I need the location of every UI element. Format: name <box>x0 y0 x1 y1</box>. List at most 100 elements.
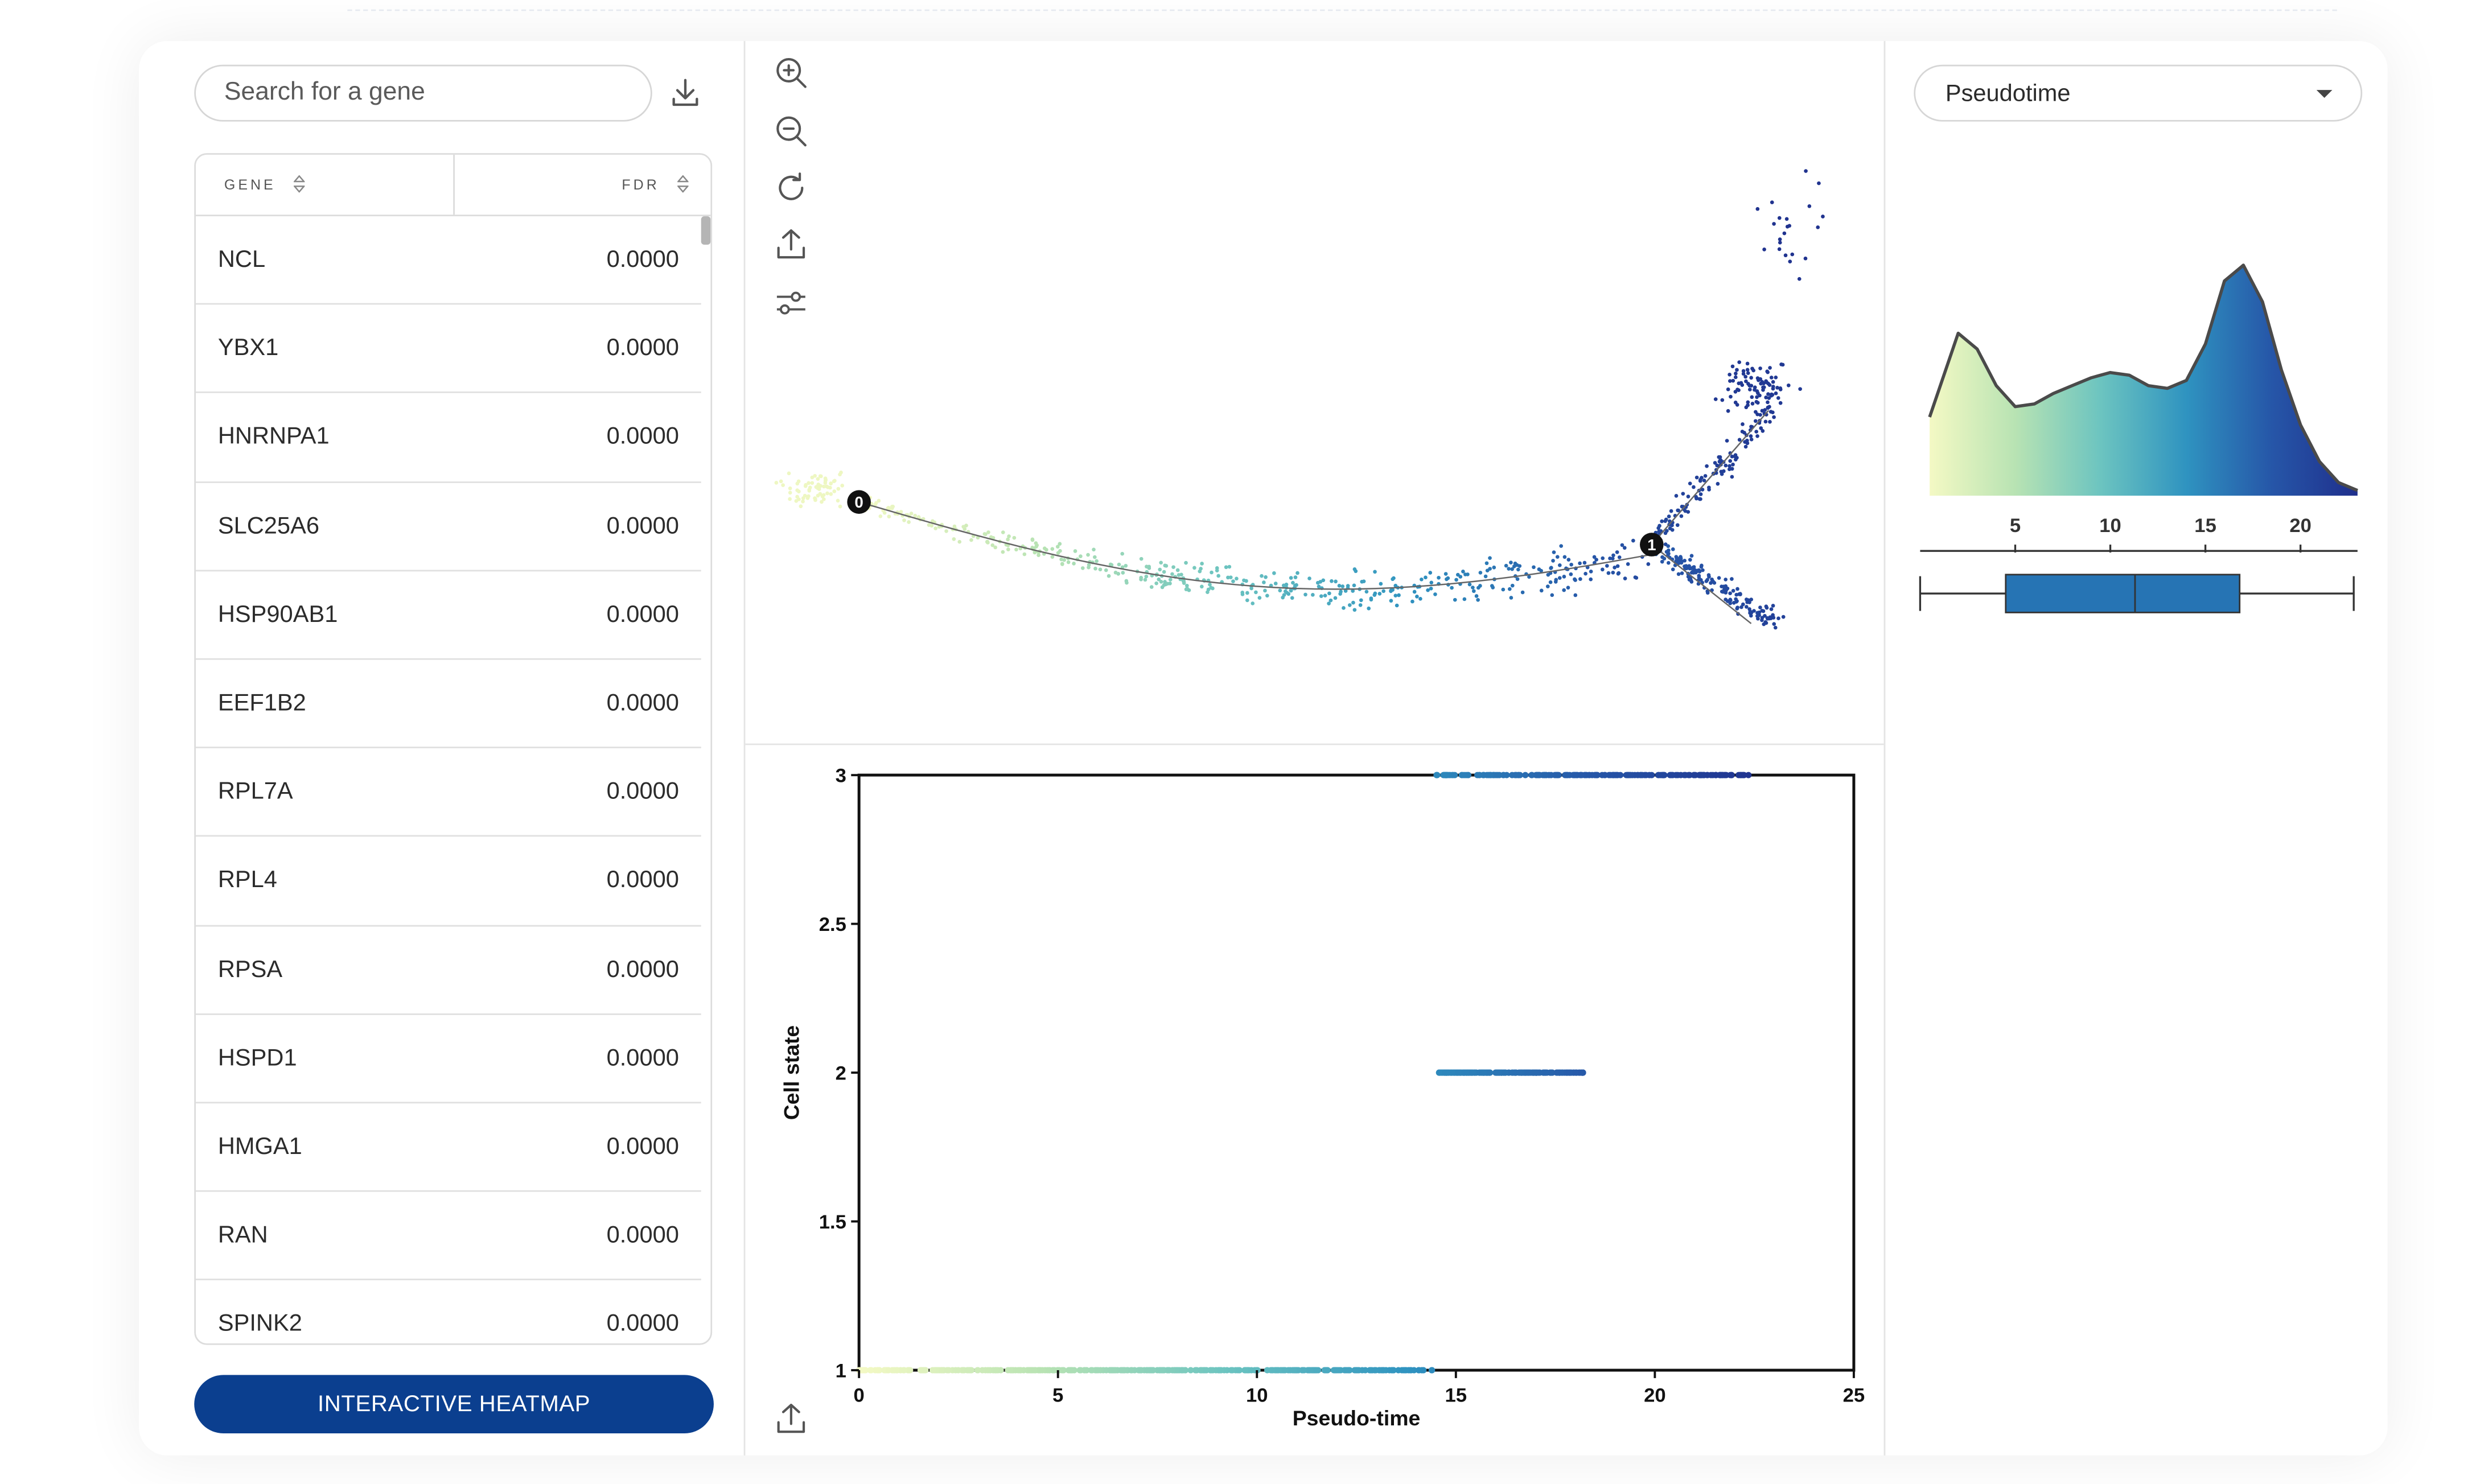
cell-point <box>1735 368 1739 372</box>
state-point <box>1050 1367 1057 1374</box>
cell-point <box>1778 388 1783 391</box>
state-point <box>1372 1367 1379 1374</box>
cell-point <box>1733 375 1738 380</box>
cell-point <box>779 479 783 484</box>
cell-point <box>1573 577 1577 582</box>
table-row[interactable]: SLC25A6 0.0000 <box>196 483 701 571</box>
cell-point <box>984 532 988 537</box>
table-row[interactable]: HSP90AB1 0.0000 <box>196 571 701 660</box>
download-icon[interactable] <box>668 76 702 110</box>
table-row[interactable]: HNRNPA1 0.0000 <box>196 394 701 483</box>
cell-point <box>840 484 845 488</box>
state-point <box>1573 1069 1580 1076</box>
cell-point <box>1737 438 1742 442</box>
cell-point <box>1012 535 1017 540</box>
cell-point <box>1351 589 1355 593</box>
table-row[interactable]: RPL4 0.0000 <box>196 837 701 926</box>
trajectory-plot[interactable]: 01 <box>747 142 1883 742</box>
interactive-heatmap-button[interactable]: INTERACTIVE HEATMAP <box>194 1375 714 1433</box>
table-row[interactable]: EEF1B2 0.0000 <box>196 659 701 749</box>
color-by-select[interactable]: Pseudotime <box>1914 64 2363 122</box>
pseudotime-density-plot[interactable]: 5 10 15 20 <box>1911 253 2369 616</box>
cell-point <box>1674 555 1679 559</box>
cell-point <box>1030 537 1035 542</box>
cell-point <box>1107 574 1111 578</box>
scrollbar-thumb[interactable] <box>701 216 711 245</box>
cell-point <box>774 481 779 485</box>
settings-sliders-icon[interactable] <box>772 284 811 322</box>
table-row[interactable]: RPL7A 0.0000 <box>196 748 701 838</box>
state-point <box>1380 1367 1387 1374</box>
zoom-in-icon[interactable] <box>772 53 811 92</box>
state-point <box>1697 772 1704 778</box>
cell-point <box>1471 586 1475 590</box>
trajectory-cells <box>774 169 1825 630</box>
cell-point <box>1278 588 1282 593</box>
cell-point <box>801 499 805 504</box>
export-icon[interactable] <box>772 226 811 264</box>
state-point <box>1095 1367 1101 1374</box>
cell-point <box>1037 553 1040 557</box>
cell-point <box>1728 467 1731 472</box>
cell-point <box>1782 231 1787 236</box>
cell-point <box>1741 602 1745 607</box>
cell-point <box>1117 562 1121 567</box>
zoom-out-icon[interactable] <box>772 112 811 150</box>
cell-point <box>1290 596 1294 600</box>
cell-state-scatter-plot[interactable]: 0 5 10 15 20 25 1 1.5 2 2.5 3 Pseudo-time Cell state <box>774 755 1879 1449</box>
cell-point <box>803 484 808 488</box>
cell-point <box>1755 611 1759 615</box>
state-point <box>1480 1069 1487 1076</box>
state-point <box>944 1367 951 1374</box>
state-point <box>1289 1367 1296 1374</box>
cell-point <box>1756 391 1760 395</box>
cell-point <box>1615 550 1619 554</box>
cell-point <box>1694 496 1699 500</box>
state-point <box>900 1367 907 1374</box>
table-row[interactable]: YBX1 0.0000 <box>196 305 701 394</box>
table-row[interactable]: NCL 0.0000 <box>196 216 701 305</box>
cell-point <box>990 543 995 547</box>
reset-icon[interactable] <box>772 169 811 207</box>
state-point <box>1166 1367 1173 1374</box>
cell-point <box>1741 422 1745 426</box>
cell-point <box>1716 481 1720 486</box>
table-row[interactable]: HMGA1 0.0000 <box>196 1103 701 1192</box>
cell-point <box>1728 597 1733 602</box>
sort-icon[interactable] <box>294 175 305 193</box>
export-scatter-icon[interactable] <box>772 1400 811 1438</box>
cell-point <box>1755 207 1760 211</box>
cell-point <box>1766 406 1770 410</box>
fdr-column-header[interactable]: FDR <box>622 155 689 215</box>
table-row[interactable]: RAN 0.0000 <box>196 1192 701 1281</box>
cell-point <box>1755 434 1759 438</box>
cell-point <box>1245 591 1249 595</box>
state-point <box>1547 1069 1554 1076</box>
cell-point <box>1761 429 1765 433</box>
cell-point <box>878 514 883 518</box>
gene-name-cell: SLC25A6 <box>217 512 319 539</box>
table-row[interactable]: RPSA 0.0000 <box>196 926 701 1015</box>
table-scrollbar[interactable] <box>701 216 711 1343</box>
table-row[interactable]: HSPD1 0.0000 <box>196 1015 701 1103</box>
cell-point <box>1059 557 1063 562</box>
sort-icon[interactable] <box>677 175 689 193</box>
cell-point <box>899 510 903 514</box>
cell-point <box>1688 558 1692 562</box>
cell-point <box>1633 575 1638 579</box>
cell-point <box>1373 591 1377 596</box>
cell-point <box>1286 592 1291 596</box>
cell-point <box>1670 523 1674 527</box>
table-row[interactable]: SPINK2 0.0000 <box>196 1281 701 1343</box>
cell-point <box>1389 588 1393 593</box>
trajectory-node <box>847 490 871 514</box>
gene-column-header[interactable]: GENE <box>224 155 305 215</box>
gene-name-cell: HSP90AB1 <box>217 601 338 628</box>
cell-point <box>993 545 998 550</box>
gene-search-input[interactable] <box>194 64 652 122</box>
cell-point <box>952 524 957 529</box>
cell-point <box>1163 563 1167 568</box>
cell-point <box>1755 614 1759 619</box>
cell-point <box>1620 543 1624 547</box>
cell-point <box>913 513 918 518</box>
